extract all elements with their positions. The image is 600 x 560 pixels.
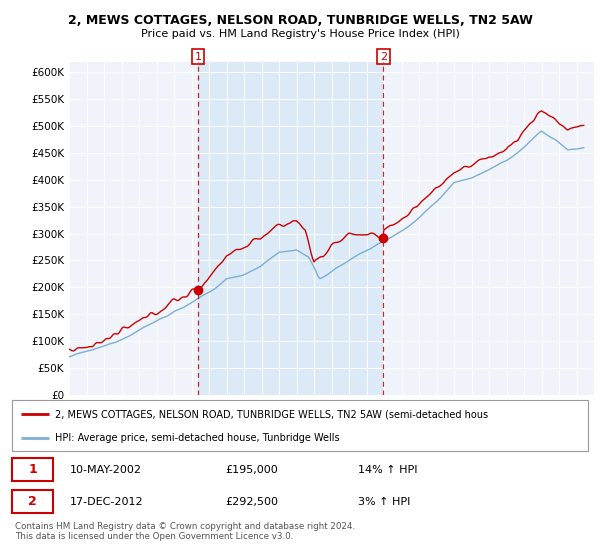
Text: 3% ↑ HPI: 3% ↑ HPI [358,497,410,507]
Text: 1: 1 [194,52,202,62]
Text: 17-DEC-2012: 17-DEC-2012 [70,497,143,507]
Text: Price paid vs. HM Land Registry's House Price Index (HPI): Price paid vs. HM Land Registry's House … [140,29,460,39]
Text: 2: 2 [28,496,37,508]
Text: £292,500: £292,500 [225,497,278,507]
Text: HPI: Average price, semi-detached house, Tunbridge Wells: HPI: Average price, semi-detached house,… [55,433,340,443]
Text: Contains HM Land Registry data © Crown copyright and database right 2024.
This d: Contains HM Land Registry data © Crown c… [15,522,355,542]
Text: 10-MAY-2002: 10-MAY-2002 [70,465,142,475]
Text: 2: 2 [380,52,387,62]
Text: £195,000: £195,000 [225,465,278,475]
Text: 2, MEWS COTTAGES, NELSON ROAD, TUNBRIDGE WELLS, TN2 5AW: 2, MEWS COTTAGES, NELSON ROAD, TUNBRIDGE… [68,14,532,27]
Text: 1: 1 [28,463,37,476]
Bar [198,62,383,395]
FancyBboxPatch shape [12,491,53,514]
FancyBboxPatch shape [12,458,53,481]
FancyBboxPatch shape [12,400,588,451]
Text: 2, MEWS COTTAGES, NELSON ROAD, TUNBRIDGE WELLS, TN2 5AW (semi-detached hous: 2, MEWS COTTAGES, NELSON ROAD, TUNBRIDGE… [55,409,488,419]
Text: 14% ↑ HPI: 14% ↑ HPI [358,465,417,475]
